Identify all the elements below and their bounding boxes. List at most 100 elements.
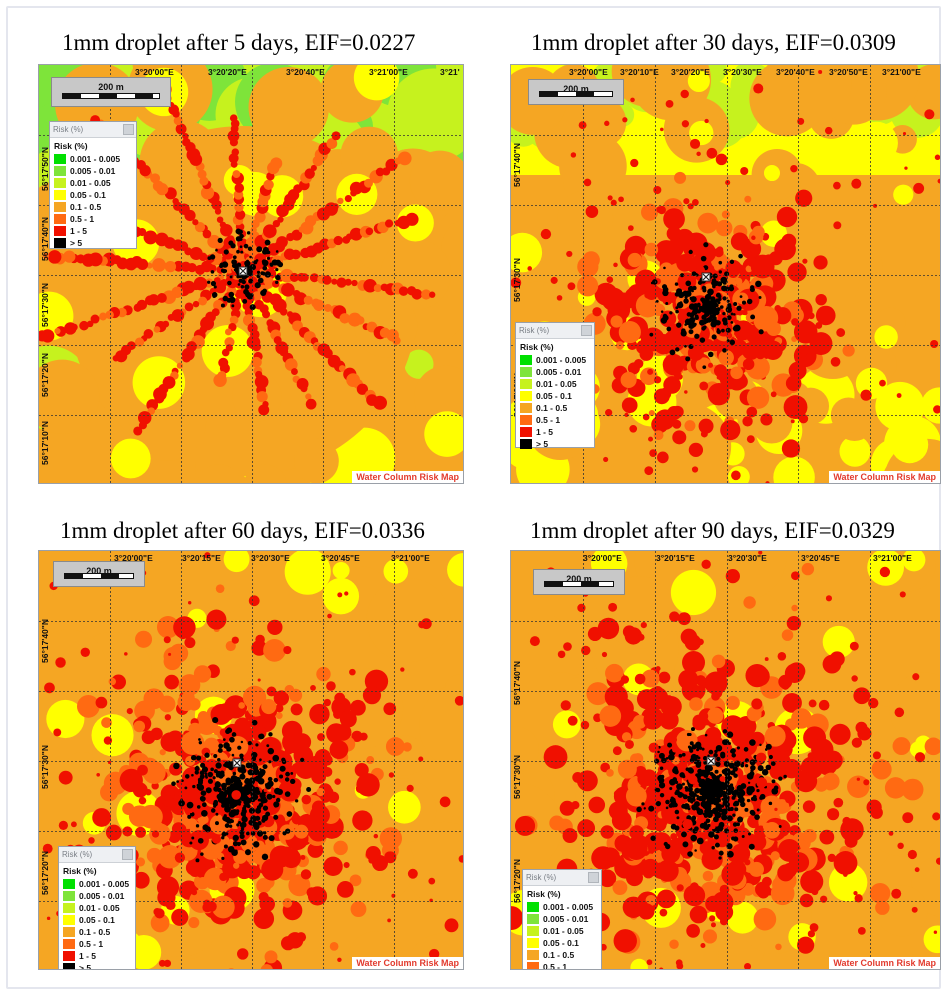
legend-item: > 5 bbox=[59, 962, 135, 969]
legend-item: 1 - 5 bbox=[516, 426, 594, 438]
legend-swatch bbox=[527, 962, 539, 969]
panel-title: 1mm droplet after 60 days, EIF=0.0336 bbox=[60, 518, 425, 543]
latitude-label: 56°17'40"N bbox=[40, 619, 50, 663]
legend-swatch bbox=[520, 391, 532, 401]
risk-map-30-days[interactable]: 200 m 3°20'00"E 3°20'10"E 3°20'20"E 3°20… bbox=[510, 64, 941, 484]
legend-item: 0.05 - 0.1 bbox=[59, 914, 135, 926]
legend-swatch bbox=[527, 938, 539, 948]
legend-swatch bbox=[520, 427, 532, 437]
legend-label: 0.001 - 0.005 bbox=[536, 355, 587, 365]
legend-swatch bbox=[520, 367, 532, 377]
figure-frame bbox=[6, 6, 941, 989]
scale-bar: 200 m bbox=[53, 561, 145, 587]
legend-swatch bbox=[520, 403, 532, 413]
latitude-label: 56°17'40"N bbox=[512, 661, 522, 705]
legend-label: 0.005 - 0.01 bbox=[536, 367, 582, 377]
map-footer: Water Column Risk Map bbox=[352, 471, 463, 483]
legend-swatch bbox=[63, 915, 75, 925]
legend-swatch bbox=[54, 238, 66, 248]
legend-item: 1 - 5 bbox=[50, 225, 136, 237]
panel-title: 1mm droplet after 5 days, EIF=0.0227 bbox=[62, 30, 416, 55]
legend-label: > 5 bbox=[70, 238, 83, 248]
legend-label: 0.1 - 0.5 bbox=[79, 927, 111, 937]
legend-label: > 5 bbox=[536, 439, 549, 449]
longitude-label: 3°21'00"E bbox=[391, 553, 430, 563]
legend-item: 0.05 - 0.1 bbox=[523, 937, 601, 949]
scale-bar: 200 m bbox=[51, 77, 171, 107]
legend-swatch bbox=[63, 879, 75, 889]
legend-swatch bbox=[54, 178, 66, 188]
legend-swatch bbox=[54, 202, 66, 212]
longitude-label: 3°20'40"E bbox=[776, 67, 815, 77]
longitude-label: 3°20'50"E bbox=[829, 67, 868, 77]
legend-close-icon[interactable] bbox=[581, 325, 592, 336]
latitude-label: 56°17'30"N bbox=[40, 283, 50, 327]
legend-swatch bbox=[520, 439, 532, 449]
legend-item: 0.1 - 0.5 bbox=[50, 201, 136, 213]
latitude-label: 56°17'20"N bbox=[512, 859, 522, 903]
longitude-label: 3°20'10"E bbox=[620, 67, 659, 77]
map-footer: Water Column Risk Map bbox=[829, 471, 940, 483]
longitude-label: 3°21'00"E bbox=[873, 553, 912, 563]
legend-label: 0.005 - 0.01 bbox=[543, 914, 589, 924]
legend-swatch bbox=[527, 950, 539, 960]
legend-close-icon[interactable] bbox=[588, 872, 599, 883]
longitude-label: 3°20'00"E bbox=[114, 553, 153, 563]
legend-item: 1 - 5 bbox=[59, 950, 135, 962]
legend-swatch bbox=[527, 902, 539, 912]
legend-label: 0.5 - 1 bbox=[70, 214, 95, 224]
longitude-label: 3°20'00"E bbox=[583, 553, 622, 563]
legend-label: 1 - 5 bbox=[70, 226, 88, 236]
risk-legend[interactable]: Risk (%) Risk (%) 0.001 - 0.005 0.005 - 0… bbox=[522, 869, 602, 970]
risk-legend[interactable]: Risk (%) Risk (%) 0.001 - 0.005 0.005 - 0… bbox=[49, 121, 137, 249]
legend-item: 0.005 - 0.01 bbox=[59, 890, 135, 902]
risk-legend[interactable]: Risk (%) Risk (%) 0.001 - 0.005 0.005 - 0… bbox=[515, 322, 595, 449]
legend-swatch bbox=[63, 939, 75, 949]
risk-legend[interactable]: Risk (%) Risk (%) 0.001 - 0.005 0.005 - 0… bbox=[58, 846, 136, 969]
legend-item: 0.01 - 0.05 bbox=[59, 902, 135, 914]
longitude-label: 3°20'00"E bbox=[135, 67, 174, 77]
legend-item: 0.05 - 0.1 bbox=[516, 390, 594, 402]
panel-title: 1mm droplet after 30 days, EIF=0.0309 bbox=[531, 30, 896, 55]
legend-label: 0.001 - 0.005 bbox=[79, 879, 130, 889]
legend-label: 0.01 - 0.05 bbox=[536, 379, 577, 389]
latitude-label: 56°17'10"N bbox=[40, 421, 50, 465]
risk-map-5-days[interactable]: 200 m 3°20'00"E 3°20'20"E 3°20'40"E 3°21… bbox=[38, 64, 464, 484]
legend-label: 1 - 5 bbox=[79, 951, 97, 961]
legend-item: 0.1 - 0.5 bbox=[523, 949, 601, 961]
legend-swatch bbox=[63, 963, 75, 969]
legend-label: 0.5 - 1 bbox=[79, 939, 104, 949]
legend-swatch bbox=[63, 891, 75, 901]
scale-bar: 200 m bbox=[533, 569, 625, 595]
legend-label: 0.05 - 0.1 bbox=[70, 190, 106, 200]
legend-item: 0.01 - 0.05 bbox=[523, 925, 601, 937]
legend-item: 0.001 - 0.005 bbox=[50, 153, 136, 165]
legend-swatch bbox=[520, 379, 532, 389]
risk-map-60-days[interactable]: 200 m 3°20'00"E 3°20'15"E 3°20'30"E 3°20… bbox=[38, 550, 464, 970]
legend-label: 0.05 - 0.1 bbox=[536, 391, 572, 401]
longitude-label: 3°21' bbox=[440, 67, 460, 77]
map-footer: Water Column Risk Map bbox=[352, 957, 463, 969]
risk-map-90-days[interactable]: 200 m 3°20'00"E 3°20'15"E 3°20'30"E 3°20… bbox=[510, 550, 941, 970]
legend-swatch bbox=[527, 914, 539, 924]
legend-label: 0.1 - 0.5 bbox=[70, 202, 102, 212]
longitude-label: 3°20'30"E bbox=[251, 553, 290, 563]
legend-close-icon[interactable] bbox=[122, 849, 133, 860]
legend-item: 0.001 - 0.005 bbox=[59, 878, 135, 890]
legend-label: 1 - 5 bbox=[536, 427, 554, 437]
legend-label: 0.05 - 0.1 bbox=[543, 938, 579, 948]
latitude-label: 56°17'30"N bbox=[512, 258, 522, 302]
legend-label: 0.005 - 0.01 bbox=[79, 891, 125, 901]
legend-swatch bbox=[520, 355, 532, 365]
legend-close-icon[interactable] bbox=[123, 124, 134, 135]
legend-item: 0.001 - 0.005 bbox=[523, 901, 601, 913]
longitude-label: 3°20'00"E bbox=[569, 67, 608, 77]
legend-item: 0.1 - 0.5 bbox=[59, 926, 135, 938]
legend-label: 0.5 - 1 bbox=[543, 962, 568, 970]
legend-item: 0.001 - 0.005 bbox=[516, 354, 594, 366]
legend-item: 0.5 - 1 bbox=[50, 213, 136, 225]
legend-item: > 5 bbox=[50, 237, 136, 249]
legend-swatch bbox=[63, 903, 75, 913]
longitude-label: 3°20'15"E bbox=[182, 553, 221, 563]
legend-swatch bbox=[527, 926, 539, 936]
